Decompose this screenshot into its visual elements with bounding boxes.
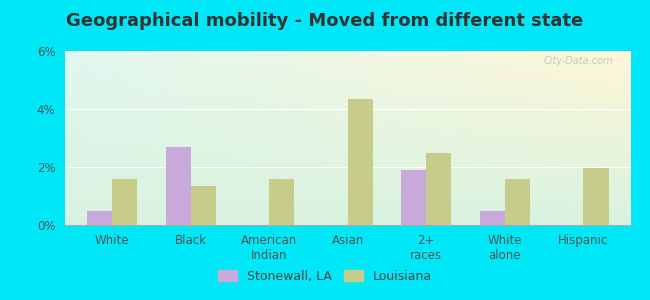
Bar <box>112 178 137 225</box>
Bar <box>584 168 608 225</box>
Bar <box>426 152 452 225</box>
Bar <box>190 186 216 225</box>
Bar <box>505 178 530 225</box>
Text: City-Data.com: City-Data.com <box>544 56 614 66</box>
Bar <box>166 147 190 225</box>
Bar <box>87 211 112 225</box>
Legend: Stonewall, LA, Louisiana: Stonewall, LA, Louisiana <box>213 265 437 288</box>
Bar <box>480 211 505 225</box>
Text: Geographical mobility - Moved from different state: Geographical mobility - Moved from diffe… <box>66 12 584 30</box>
Bar <box>401 170 426 225</box>
Bar <box>269 178 294 225</box>
Bar <box>348 99 373 225</box>
